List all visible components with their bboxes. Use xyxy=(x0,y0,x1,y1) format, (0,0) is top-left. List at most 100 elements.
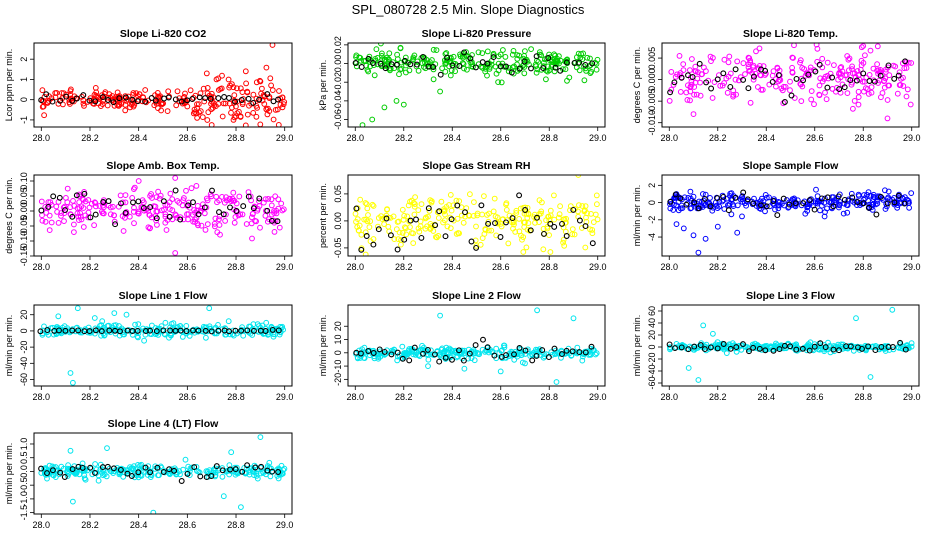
x-tick-label: 28.6 xyxy=(492,392,510,402)
slope-point xyxy=(667,89,674,96)
data-point xyxy=(867,47,874,54)
data-point xyxy=(231,99,237,106)
slope-point xyxy=(79,464,86,471)
data-point xyxy=(833,199,840,206)
data-point xyxy=(116,93,123,99)
data-point xyxy=(65,471,72,477)
data-point xyxy=(170,320,177,327)
data-point xyxy=(728,196,735,203)
data-point xyxy=(250,110,257,116)
data-point xyxy=(239,211,246,218)
data-point xyxy=(495,79,502,85)
data-point xyxy=(120,466,127,473)
data-point xyxy=(532,61,539,68)
data-point xyxy=(589,227,596,233)
data-point xyxy=(216,216,222,223)
data-point xyxy=(446,202,452,208)
x-tick-label: 28.8 xyxy=(540,262,558,272)
data-point xyxy=(91,199,98,206)
slope-point xyxy=(788,92,795,99)
data-point xyxy=(874,43,881,50)
data-point xyxy=(505,240,512,247)
data-point xyxy=(459,347,465,354)
data-point xyxy=(385,56,392,62)
data-point xyxy=(418,201,425,208)
data-point xyxy=(509,219,515,226)
data-point xyxy=(273,210,280,217)
data-point xyxy=(673,221,680,228)
slope-point xyxy=(902,346,909,353)
data-point xyxy=(155,188,162,195)
data-point xyxy=(215,87,222,93)
data-point xyxy=(870,77,877,84)
plot-frame xyxy=(33,432,293,515)
data-point xyxy=(522,48,528,54)
data-point xyxy=(257,224,263,231)
data-point xyxy=(244,88,251,95)
data-point xyxy=(395,236,402,243)
data-point xyxy=(822,195,828,202)
slope-point xyxy=(233,208,240,214)
data-point xyxy=(250,91,257,98)
data-point xyxy=(198,222,205,229)
data-point xyxy=(434,234,440,241)
slope-point xyxy=(256,195,263,202)
panel-2: Slope Li-820 Pressure kPa per min. 28.0 28.… xyxy=(318,28,606,143)
data-point xyxy=(724,89,731,96)
slope-point xyxy=(762,347,769,354)
data-point xyxy=(174,198,181,204)
slope-point xyxy=(787,343,794,350)
data-point xyxy=(479,64,486,71)
slope-point xyxy=(394,349,401,356)
slope-point xyxy=(503,219,509,226)
data-point xyxy=(268,196,275,203)
slope-point xyxy=(733,344,740,351)
data-point xyxy=(92,330,98,337)
slope-point xyxy=(92,211,99,218)
data-point xyxy=(511,356,518,363)
data-point xyxy=(416,228,423,235)
x-tick-label: 28.4 xyxy=(130,520,148,530)
data-point xyxy=(280,206,287,213)
slope-point xyxy=(128,473,135,479)
data-point xyxy=(901,65,908,72)
data-point xyxy=(534,307,540,314)
y-tick-label: -40 xyxy=(19,357,29,370)
slope-point xyxy=(190,199,196,206)
data-point xyxy=(222,100,229,107)
slope-point xyxy=(745,85,752,92)
data-point xyxy=(687,97,693,104)
data-point xyxy=(868,204,875,211)
data-point xyxy=(684,97,691,103)
slope-point xyxy=(750,344,757,351)
data-point xyxy=(107,468,114,474)
slope-point xyxy=(195,211,202,218)
data-point xyxy=(167,324,174,331)
data-point xyxy=(493,70,500,77)
data-point xyxy=(204,85,211,91)
data-point xyxy=(814,193,821,200)
data-point xyxy=(386,50,393,57)
slope-point xyxy=(830,346,837,353)
slope-point xyxy=(399,355,406,362)
slope-point xyxy=(202,95,209,102)
data-point xyxy=(38,198,45,205)
y-tick-label: 40 xyxy=(647,318,657,328)
data-point xyxy=(479,235,486,242)
data-point xyxy=(269,43,276,48)
slope-point xyxy=(142,464,149,471)
data-point xyxy=(74,324,80,331)
data-point xyxy=(749,341,756,348)
data-point xyxy=(92,461,98,467)
x-tick-label: 29.0 xyxy=(276,262,294,272)
slope-point xyxy=(420,350,426,357)
slope-point xyxy=(73,192,80,199)
data-point xyxy=(593,350,600,357)
data-point xyxy=(219,194,225,200)
slope-point xyxy=(220,211,227,218)
slope-point xyxy=(678,344,685,351)
data-point xyxy=(260,92,267,98)
data-point xyxy=(836,70,843,77)
data-point xyxy=(100,466,106,473)
data-point xyxy=(123,311,130,318)
